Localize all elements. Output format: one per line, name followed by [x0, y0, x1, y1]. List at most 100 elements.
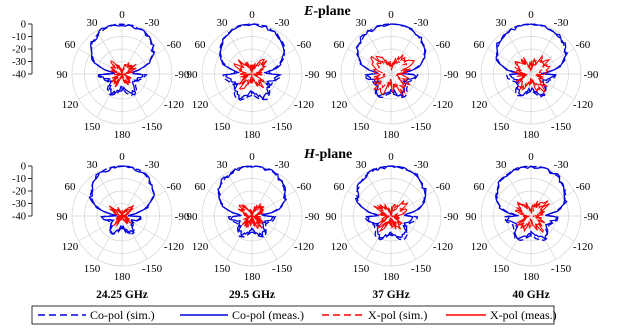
angle-tick-label: -60 — [576, 39, 591, 51]
angle-tick-label: 120 — [471, 241, 488, 253]
polar-plot: 0 30 -30 60 -60 90 -90 120 -120 150 -150 180 — [187, 9, 320, 141]
radial-tick-label: -10 — [12, 32, 26, 43]
grid-spoke — [121, 30, 148, 75]
angle-tick-label: 180 — [523, 129, 540, 141]
freq-label-3: 37 GHz — [372, 289, 409, 301]
polar-plot: 0 30 -30 60 -60 90 -90 120 -120 150 -150 180 — [187, 151, 320, 283]
angle-tick-label: 180 — [244, 129, 261, 141]
angle-tick-label: 180 — [383, 271, 400, 283]
series-line-co-meas — [495, 23, 569, 97]
grid-spoke — [251, 48, 296, 75]
series-line-x-meas — [512, 54, 551, 94]
series-line-x-meas — [373, 200, 409, 233]
angle-tick-label: -60 — [297, 39, 312, 51]
series-line-co-meas — [217, 165, 288, 238]
grid-spoke — [78, 215, 123, 242]
radial-tick-label: -20 — [12, 45, 26, 56]
series-line-x-meas — [237, 203, 265, 230]
angle-tick-label: -120 — [164, 241, 185, 253]
angle-tick-label: -60 — [167, 39, 182, 51]
polar-plot: 0 30 -30 60 -60 90 -90 120 -120 150 -150 180 — [57, 151, 190, 283]
legend-label-x-meas: X-pol (meas.) — [490, 308, 557, 322]
angle-tick-label: 150 — [214, 263, 231, 275]
grid-spoke — [390, 30, 417, 75]
angle-tick-label: -90 — [444, 69, 459, 81]
series-line-x-sim — [374, 58, 408, 89]
angle-tick-label: 150 — [493, 263, 510, 275]
angle-tick-label: -150 — [551, 121, 572, 133]
grid-spoke — [487, 190, 532, 217]
angle-tick-label: -30 — [554, 159, 569, 171]
angle-tick-label: 30 — [496, 17, 508, 29]
legend-label-co-meas: Co-pol (meas.) — [232, 308, 304, 322]
angle-tick-label: 150 — [214, 121, 231, 133]
grid-spoke — [530, 73, 575, 100]
series-line-co-meas — [495, 165, 568, 240]
grid-spoke — [251, 172, 278, 217]
angle-tick-label: -120 — [433, 241, 454, 253]
angle-tick-label: -120 — [164, 99, 185, 111]
angle-tick-label: 30 — [356, 159, 368, 171]
angle-tick-label: 180 — [114, 271, 131, 283]
angle-tick-label: -30 — [414, 17, 429, 29]
radial-tick-label: -40 — [12, 70, 26, 81]
angle-tick-label: 120 — [62, 241, 79, 253]
e-plane-title: E-plane — [303, 4, 351, 19]
angle-tick-label: -90 — [175, 211, 190, 223]
series-line-x-meas — [233, 58, 268, 90]
legend-label-co-sim: Co-pol (sim.) — [90, 308, 155, 322]
angle-tick-label: -150 — [142, 121, 163, 133]
angle-tick-label: 0 — [119, 151, 125, 163]
angle-tick-label: 60 — [65, 39, 77, 51]
legend: Co-pol (sim.) Co-pol (meas.) X-pol (sim.… — [31, 305, 557, 325]
grid-spoke — [505, 215, 532, 260]
angle-tick-label: -90 — [305, 211, 320, 223]
angle-tick-label: 180 — [244, 271, 261, 283]
angle-tick-label: 150 — [84, 263, 101, 275]
polar-plot: 0 30 -30 60 -60 90 -90 120 -120 150 -150 180 — [326, 151, 459, 283]
angle-tick-label: -30 — [145, 159, 160, 171]
angle-tick-label: 30 — [87, 17, 99, 29]
grid-spoke — [390, 190, 435, 217]
angle-tick-label: -150 — [272, 263, 293, 275]
angle-tick-label: 60 — [474, 181, 486, 193]
angle-tick-label: 180 — [523, 271, 540, 283]
angle-tick-label: 90 — [326, 69, 338, 81]
angle-tick-label: 90 — [466, 211, 478, 223]
polar-plot: 0 30 -30 60 -60 90 -90 120 -120 150 -150 180 — [466, 9, 599, 141]
angle-tick-label: 90 — [466, 69, 478, 81]
angle-tick-label: 0 — [388, 9, 394, 21]
grid-spoke — [208, 215, 253, 242]
radial-tick-label: 0 — [21, 20, 26, 31]
angle-tick-label: 120 — [192, 241, 209, 253]
grid-spoke — [78, 48, 123, 75]
radial-tick-label: -10 — [12, 174, 26, 185]
angle-tick-label: -150 — [551, 263, 572, 275]
angle-tick-label: 90 — [187, 211, 199, 223]
angle-tick-label: 90 — [57, 69, 69, 81]
angle-tick-label: 30 — [356, 17, 368, 29]
angle-tick-label: 0 — [119, 9, 125, 21]
angle-tick-label: 60 — [474, 39, 486, 51]
grid-spoke — [251, 215, 278, 260]
radial-tick-label: -20 — [12, 187, 26, 198]
radial-axes: 00-10-10-20-20-30-30-40-40 — [12, 20, 33, 223]
series-line-x-meas — [514, 200, 550, 234]
angle-tick-label: 120 — [331, 241, 348, 253]
angle-tick-label: 90 — [187, 69, 199, 81]
angle-tick-label: 30 — [217, 159, 229, 171]
angle-tick-label: 150 — [493, 121, 510, 133]
angle-tick-label: 150 — [353, 263, 370, 275]
angle-tick-label: -150 — [142, 263, 163, 275]
angle-tick-label: 60 — [65, 181, 77, 193]
grid-spoke — [530, 190, 575, 217]
angle-tick-label: -120 — [573, 241, 594, 253]
grid-spoke — [121, 172, 148, 217]
angle-tick-label: -120 — [573, 99, 594, 111]
angle-tick-label: 60 — [334, 39, 346, 51]
series-line-co-sim — [90, 23, 154, 97]
angle-tick-label: -30 — [275, 17, 290, 29]
angle-tick-label: 0 — [388, 151, 394, 163]
